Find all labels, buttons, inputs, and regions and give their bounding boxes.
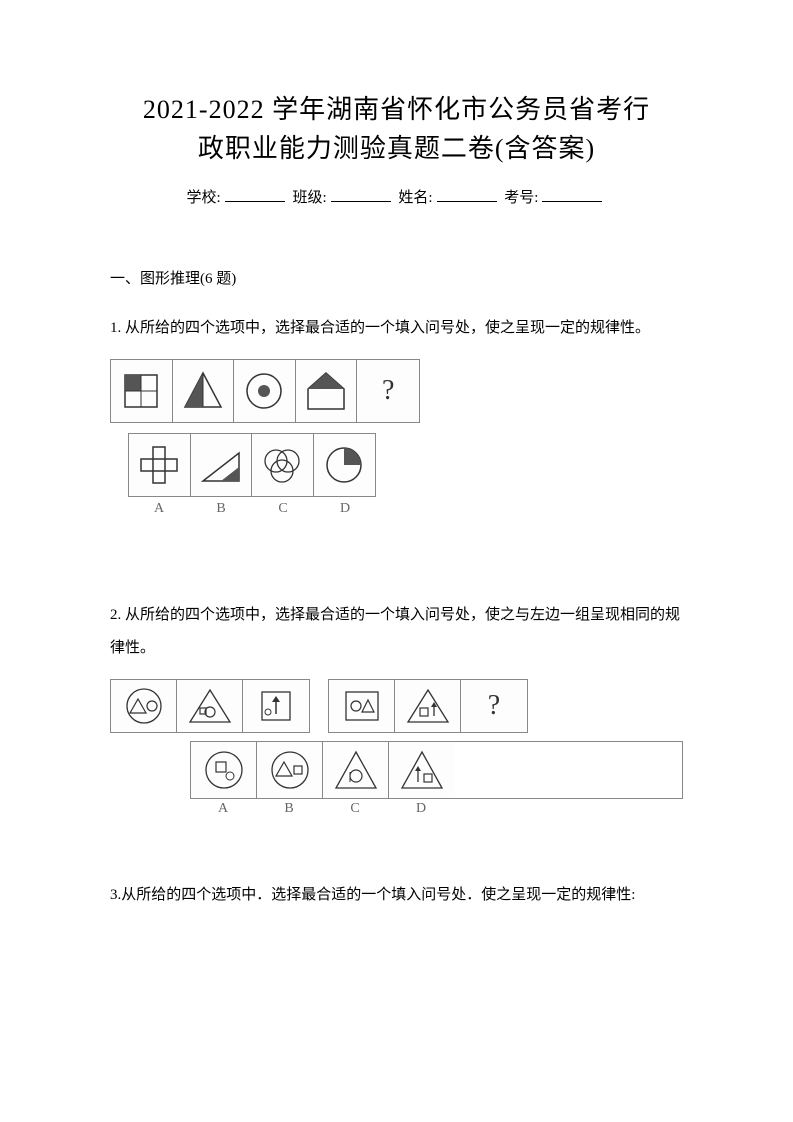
name-blank: [437, 186, 497, 202]
q2-top-row: ?: [110, 679, 683, 733]
name-label: 姓名:: [398, 190, 432, 206]
q2-opt-a: [191, 742, 257, 798]
q2-right-3: ?: [461, 680, 527, 732]
circle-center-icon: [242, 369, 286, 413]
q1-seq-1: [111, 360, 173, 422]
circle-tri-circ-icon: [120, 686, 168, 726]
q2-label-b: B: [256, 801, 322, 817]
exam-no-blank: [542, 186, 602, 202]
circle-square-icon: [200, 748, 248, 792]
document-title: 2021-2022 学年湖南省怀化市公务员省考行 政职业能力测验真题二卷(含答案…: [110, 90, 683, 168]
house-roof-icon: [304, 369, 348, 413]
q2-opt-b: [257, 742, 323, 798]
q1-label-d: D: [314, 501, 376, 517]
question-1-text: 1. 从所给的四个选项中，选择最合适的一个填入问号处，使之呈现一定的规律性。: [110, 312, 683, 345]
student-info-row: 学校: 班级: 姓名: 考号:: [110, 186, 683, 207]
tri-circ-icon: [186, 686, 234, 726]
title-line-1: 2021-2022 学年湖南省怀化市公务员省考行: [110, 90, 683, 129]
section-heading: 一、图形推理(6 题): [110, 267, 683, 288]
tri-sq-arrow-icon: [404, 686, 452, 726]
q1-opt-a: [129, 434, 191, 496]
question-mark-icon: ?: [382, 375, 394, 407]
circle-tri-sq-icon: [266, 748, 314, 792]
q2-left-1: [111, 680, 177, 732]
q1-label-a: A: [128, 501, 190, 517]
q2-right-group: ?: [328, 679, 528, 733]
square-arrow-icon: [252, 686, 300, 726]
q1-sequence-row: ?: [110, 359, 420, 423]
plus-cross-icon: [137, 443, 181, 487]
q1-seq-3: [234, 360, 296, 422]
q1-options-row: [128, 433, 376, 497]
q2-right-1: [329, 680, 395, 732]
class-label: 班级:: [292, 190, 326, 206]
q2-label-d: D: [388, 801, 454, 817]
triangle-split-icon: [199, 443, 243, 487]
class-blank: [331, 186, 391, 202]
question-1-figures: ?: [110, 359, 683, 517]
tri-arrow-sq-icon: [398, 748, 446, 792]
q2-option-labels: A B C D: [190, 801, 683, 817]
q1-label-b: B: [190, 501, 252, 517]
q2-left-2: [177, 680, 243, 732]
square-shapes-icon: [338, 686, 386, 726]
q1-label-c: C: [252, 501, 314, 517]
question-2-figures: ?: [110, 679, 683, 817]
triangle-fill-icon: [181, 369, 225, 413]
square-quadrant-icon: [119, 369, 163, 413]
q2-options-row: [190, 741, 683, 799]
q1-opt-b: [191, 434, 253, 496]
q2-left-group: [110, 679, 310, 733]
q1-opt-d: [314, 434, 376, 496]
q2-opt-d: [389, 742, 455, 798]
q1-option-labels: A B C D: [128, 501, 683, 517]
q1-seq-5: ?: [357, 360, 419, 422]
title-line-2: 政职业能力测验真题二卷(含答案): [110, 129, 683, 168]
school-blank: [225, 186, 285, 202]
question-3-text: 3.从所给的四个选项中．选择最合适的一个填入问号处．使之呈现一定的规律性:: [110, 879, 683, 912]
q2-left-3: [243, 680, 309, 732]
q1-seq-4: [296, 360, 358, 422]
exam-no-label: 考号:: [504, 190, 538, 206]
three-circles-icon: [260, 443, 304, 487]
question-mark-icon: ?: [488, 690, 500, 722]
school-label: 学校:: [187, 190, 221, 206]
q1-seq-2: [173, 360, 235, 422]
q2-label-a: A: [190, 801, 256, 817]
q2-label-c: C: [322, 801, 388, 817]
q1-opt-c: [252, 434, 314, 496]
tri-circle-icon: [332, 748, 380, 792]
q2-opt-c: [323, 742, 389, 798]
pie-quarter-icon: [322, 443, 366, 487]
q2-right-2: [395, 680, 461, 732]
question-2-text: 2. 从所给的四个选项中，选择最合适的一个填入问号处，使之与左边一组呈现相同的规…: [110, 599, 683, 665]
